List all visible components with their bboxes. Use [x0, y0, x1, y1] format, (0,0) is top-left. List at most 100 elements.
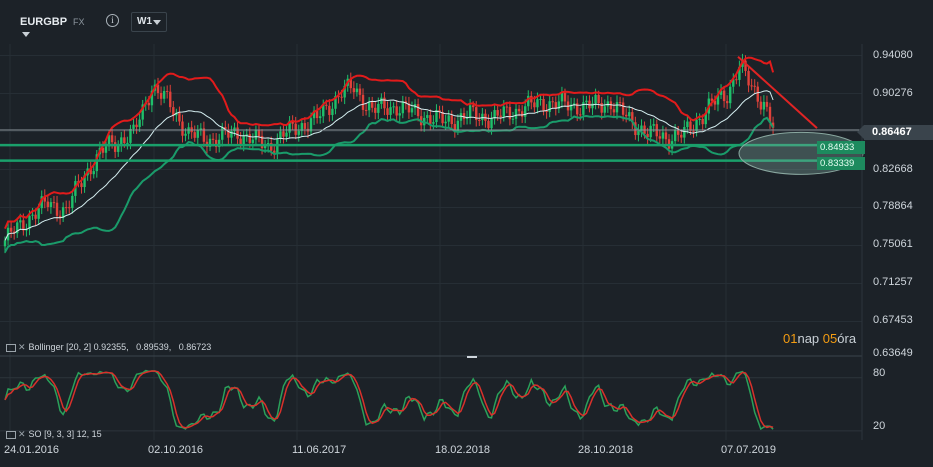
candle-body: [117, 145, 120, 152]
bollinger-values: 0.92355, 0.89539, 0.86723: [93, 342, 212, 352]
candle-body: [89, 168, 92, 175]
candle-body: [719, 90, 723, 95]
candle-body: [315, 110, 319, 119]
candle-body: [16, 222, 19, 234]
candle-body: [689, 121, 692, 131]
candle-body: [245, 134, 248, 136]
candle-body: [771, 122, 775, 128]
candle-body: [248, 134, 251, 143]
candle-body: [606, 101, 610, 107]
candle-body: [107, 135, 111, 147]
candle-body: [355, 88, 359, 93]
candle-body: [37, 208, 40, 219]
candle-body: [297, 130, 300, 135]
price-tick: 0.75061: [873, 238, 913, 250]
countdown-hours: 05: [822, 331, 838, 346]
candle-body: [710, 98, 714, 101]
chart-toolbar: EURGBP FX i W1: [0, 0, 933, 44]
candle-body: [511, 118, 515, 120]
candle-body: [318, 116, 322, 119]
candle-body: [43, 196, 46, 202]
candlestick-series: [3, 53, 775, 254]
candle-body: [28, 215, 31, 229]
candle-body: [490, 118, 493, 129]
candle-body: [735, 79, 738, 81]
candle-body: [273, 150, 276, 153]
candle-body: [594, 94, 597, 104]
candle-body: [367, 102, 371, 111]
candle-body: [46, 201, 50, 208]
candle-body: [80, 183, 83, 188]
candle-body: [557, 101, 561, 109]
panel-icon[interactable]: [6, 343, 16, 352]
info-icon[interactable]: i: [106, 14, 119, 27]
bollinger-legend[interactable]: ✕ Bollinger [20, 2] 0.92355, 0.89539, 0.8…: [6, 342, 211, 353]
stochastic-d-line: [4, 370, 774, 429]
symbol-name[interactable]: EURGBP: [20, 16, 68, 28]
candle-body: [444, 121, 447, 124]
candle-body: [398, 113, 401, 116]
candle-body: [695, 119, 698, 131]
candle-body: [132, 124, 135, 129]
candle-body: [536, 99, 539, 108]
candle-body: [686, 121, 689, 128]
candle-body: [426, 115, 429, 118]
candle-body: [441, 111, 444, 124]
timeframe-select[interactable]: W1: [131, 12, 167, 32]
stochastic-tick: 80: [873, 367, 886, 379]
candle-body: [576, 103, 579, 115]
candle-body: [337, 95, 340, 97]
candle-body: [527, 95, 530, 107]
candle-body: [288, 120, 291, 133]
close-icon[interactable]: ✕: [18, 429, 26, 439]
candle-body: [169, 91, 172, 108]
trendline[interactable]: [737, 56, 818, 129]
close-icon[interactable]: ✕: [18, 342, 26, 352]
candle-body: [193, 132, 196, 138]
candle-body: [631, 112, 634, 123]
candle-body: [377, 103, 380, 113]
hline-price-label[interactable]: 0.83339: [817, 157, 865, 170]
candle-body: [524, 106, 527, 117]
candle-body: [652, 124, 655, 126]
stochastic-k-line: [4, 369, 774, 431]
candle-body: [389, 107, 392, 115]
candle-body: [150, 90, 154, 106]
candle-body: [698, 118, 701, 120]
candle-body: [52, 202, 56, 204]
candle-body: [236, 127, 239, 139]
pane-resize-handle[interactable]: [467, 356, 477, 358]
candle-body: [364, 109, 368, 111]
stochastic-tick: 20: [873, 420, 886, 432]
price-tick: 0.78864: [873, 200, 913, 212]
candle-body: [664, 132, 668, 140]
candle-body: [181, 121, 184, 136]
candle-body: [196, 130, 199, 138]
candle-body: [713, 100, 717, 105]
candle-body: [71, 195, 74, 209]
bollinger-lower-line: [4, 114, 774, 253]
candle-body: [646, 133, 649, 138]
panel-icon[interactable]: [6, 430, 16, 439]
bollinger-upper-line: [4, 56, 775, 230]
candle-body: [147, 102, 151, 106]
price-tick: 0.71257: [873, 276, 913, 288]
candle-body: [395, 106, 398, 116]
candle-body: [505, 106, 509, 108]
candle-body: [138, 119, 141, 128]
candle-body: [120, 137, 123, 146]
candle-body: [493, 110, 496, 119]
hline-price-label[interactable]: 0.84933: [817, 141, 865, 154]
candle-body: [582, 102, 585, 115]
symbol-dropdown-caret-icon[interactable]: [22, 32, 30, 37]
candle-body: [661, 132, 665, 139]
candle-body: [110, 135, 114, 143]
stochastic-label: SO: [28, 429, 42, 439]
candle-body: [221, 126, 224, 140]
stochastic-legend[interactable]: ✕ SO [9, 3, 3] 12, 15: [6, 429, 102, 440]
candle-body: [68, 207, 71, 209]
candle-body: [175, 112, 178, 116]
candle-body: [95, 154, 98, 172]
candle-body: [386, 108, 389, 115]
